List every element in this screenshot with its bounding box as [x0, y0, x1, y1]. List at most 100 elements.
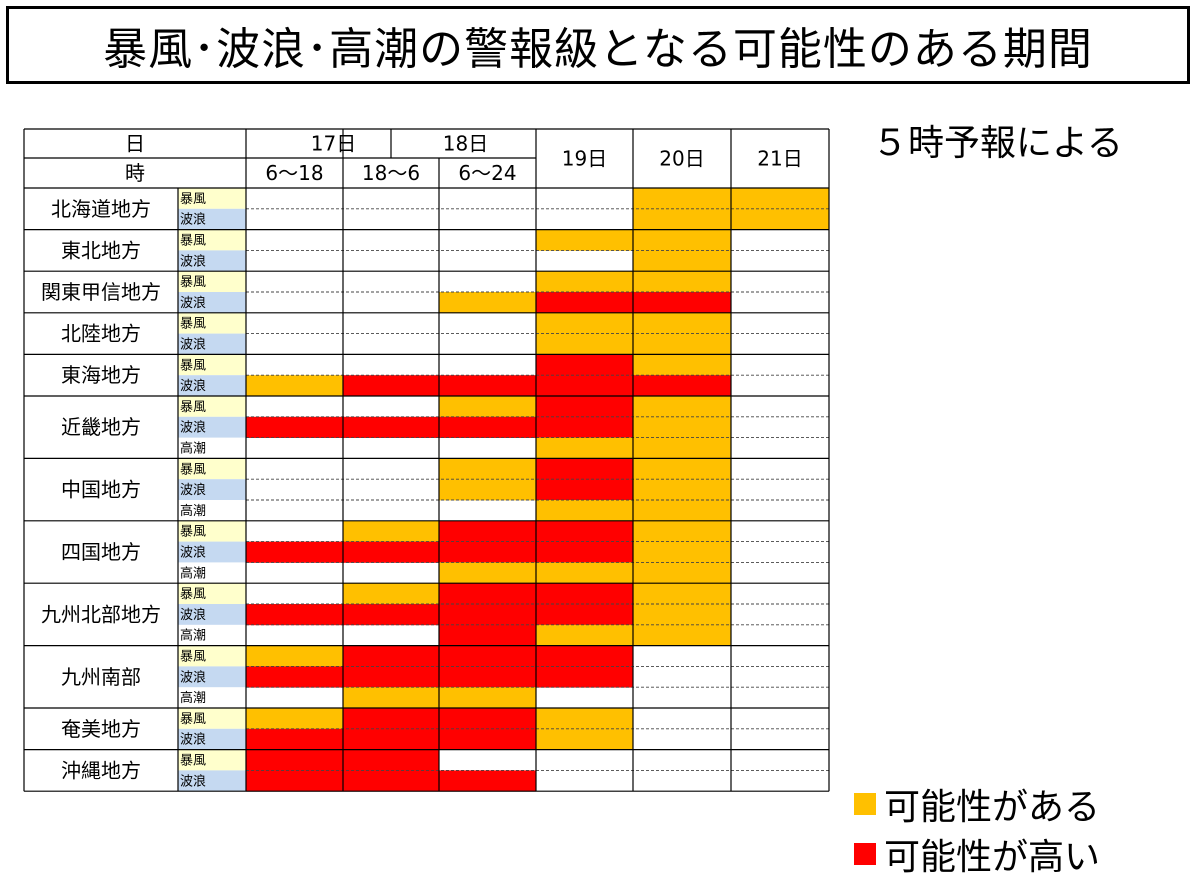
level-cell [536, 292, 633, 314]
level-cell [633, 562, 731, 584]
level-cell [633, 437, 731, 459]
level-cell [633, 292, 731, 314]
header-period: 6～24 [458, 161, 516, 185]
level-cell [246, 541, 343, 563]
level-cell [343, 416, 439, 438]
level-cell [343, 666, 439, 688]
header-day-label: 日 [125, 132, 145, 156]
level-cell [536, 583, 633, 605]
level-cell [536, 396, 633, 418]
legend-item-possible: 可能性がある [854, 778, 1100, 830]
hazard-label-bg [178, 416, 246, 438]
region-name: 奄美地方 [61, 717, 141, 741]
level-cell [439, 687, 536, 709]
level-cell [343, 520, 439, 542]
header-day-21: 21日 [757, 147, 802, 171]
level-cell [731, 208, 829, 230]
legend-swatch-high [854, 843, 876, 865]
header-day-19: 19日 [562, 147, 607, 171]
level-cell [439, 645, 536, 667]
hazard-label-bg [178, 396, 246, 417]
hazard-label: 波浪 [180, 774, 206, 789]
header-period: 6～18 [265, 161, 323, 185]
hazard-label-bg [178, 229, 246, 251]
page-title: 暴風･波浪･高潮の警報級となる可能性のある期間 [6, 6, 1190, 84]
region-name: 北陸地方 [61, 322, 141, 346]
hazard-label: 暴風 [180, 358, 206, 373]
level-cell [439, 583, 536, 605]
level-cell [246, 770, 343, 792]
level-cell [633, 229, 731, 251]
level-cell [633, 479, 731, 501]
hazard-label: 波浪 [180, 421, 206, 436]
level-cell [439, 292, 536, 314]
level-cell [536, 312, 633, 334]
hazard-label: 暴風 [180, 712, 206, 727]
level-cell [343, 687, 439, 709]
level-cell [536, 520, 633, 542]
hazard-label-bg [178, 292, 246, 313]
level-cell [633, 416, 731, 438]
level-cell [343, 375, 439, 397]
hazard-label-bg [178, 749, 246, 771]
level-cell [536, 728, 633, 750]
level-cell [439, 396, 536, 418]
level-cell [343, 604, 439, 626]
hazard-label-bg [178, 208, 246, 230]
hazard-label-bg [178, 728, 246, 750]
legend-swatch-possible [854, 793, 876, 815]
hazard-label: 暴風 [180, 400, 206, 415]
hazard-label: 波浪 [180, 338, 206, 353]
hazard-label: 波浪 [180, 670, 206, 685]
level-cell [536, 458, 633, 480]
level-cell [633, 624, 731, 646]
hazard-label: 高潮 [180, 441, 206, 457]
level-cell [633, 396, 731, 418]
hazard-label: 波浪 [180, 546, 206, 561]
hazard-label: 暴風 [180, 754, 206, 769]
region-name: 四国地方 [61, 540, 141, 564]
hazard-label: 波浪 [180, 213, 206, 228]
level-cell [731, 188, 829, 210]
header-hour-label: 時 [125, 161, 145, 185]
level-cell [536, 604, 633, 626]
level-cell [439, 604, 536, 626]
legend-label-high: 可能性が高い [884, 837, 1101, 878]
level-cell [633, 354, 731, 376]
header-period: 18～6 [362, 161, 420, 185]
hazard-label-bg [178, 604, 246, 625]
level-cell [246, 645, 343, 667]
hazard-label-bg [178, 479, 246, 500]
hazard-label-bg [178, 520, 246, 542]
hazard-label-bg [178, 458, 246, 480]
level-cell [439, 624, 536, 646]
level-cell [343, 770, 439, 792]
level-cell [246, 749, 343, 771]
hazard-label: 波浪 [180, 483, 206, 498]
level-cell [343, 541, 439, 563]
hazard-label-bg [178, 583, 246, 604]
level-cell [439, 375, 536, 397]
hazard-label: 高潮 [180, 628, 206, 644]
level-cell [633, 333, 731, 355]
region-name: 九州北部地方 [41, 602, 161, 626]
region-name: 東北地方 [61, 238, 141, 262]
region-name: 関東甲信地方 [41, 280, 161, 304]
hazard-label: 波浪 [180, 296, 206, 311]
region-name: 九州南部 [61, 665, 141, 689]
hazard-label: 暴風 [180, 317, 206, 332]
level-cell [439, 562, 536, 584]
hazard-label-bg [178, 541, 246, 563]
level-cell [536, 229, 633, 251]
level-cell [246, 416, 343, 438]
level-cell [439, 479, 536, 501]
hazard-label: 波浪 [180, 733, 206, 748]
level-cell [536, 500, 633, 522]
level-cell [343, 708, 439, 730]
level-cell [439, 666, 536, 688]
level-cell [633, 250, 731, 272]
hazard-label: 高潮 [180, 503, 206, 519]
hazard-label: 暴風 [180, 587, 206, 602]
level-cell [536, 624, 633, 646]
level-cell [439, 770, 536, 792]
